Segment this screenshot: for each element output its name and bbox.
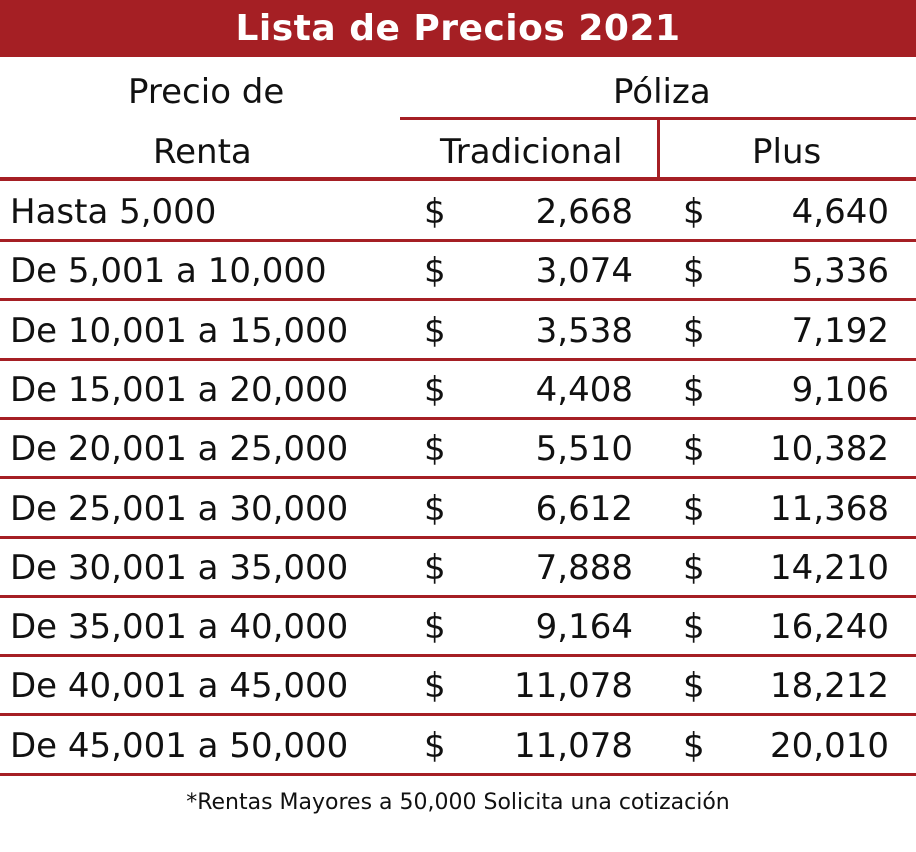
currency-symbol: $ [424,725,446,766]
currency-symbol: $ [424,607,446,648]
rent-range-cell: Hasta 5,000 [10,192,217,232]
currency-symbol: $ [683,251,705,292]
rent-range-cell: De 45,001 a 50,000 [10,725,349,766]
rent-range-cell: De 35,001 a 40,000 [10,607,349,648]
row-divider [0,594,916,598]
tradicional-price-cell: 4,408 [535,369,633,410]
tradicional-price-cell: 6,612 [535,488,633,529]
currency-symbol: $ [424,666,446,707]
header-tradicional: Tradicional [440,132,623,172]
header-bottom-rule [0,177,916,181]
row-divider [0,772,916,776]
rent-range-cell: De 40,001 a 45,000 [10,666,349,707]
tradicional-price-cell: 5,510 [535,429,633,470]
table-row: De 5,001 a 10,000 $3,074 $5,336 [0,243,916,302]
row-divider [0,357,916,361]
plus-price-cell: 14,210 [770,547,889,588]
tradicional-price-cell: 3,074 [535,251,633,292]
row-divider [0,654,916,658]
currency-symbol: $ [424,488,446,529]
plus-price-cell: 16,240 [770,607,889,648]
plus-price-cell: 4,640 [791,192,889,232]
currency-symbol: $ [683,607,705,648]
row-divider [0,476,916,480]
tradicional-price-cell: 11,078 [514,725,633,766]
currency-symbol: $ [424,192,446,232]
plus-price-cell: 20,010 [770,725,889,766]
table-row: De 40,001 a 45,000 $11,078 $18,212 [0,658,916,717]
plus-price-cell: 11,368 [770,488,889,529]
row-divider [0,298,916,302]
plus-price-cell: 5,336 [791,251,889,292]
plus-price-cell: 9,106 [791,369,889,410]
currency-symbol: $ [683,192,705,232]
currency-symbol: $ [683,369,705,410]
row-divider [0,713,916,717]
tradicional-price-cell: 9,164 [535,607,633,648]
header-precio-line1: Precio de [128,72,285,112]
currency-symbol: $ [424,547,446,588]
tradicional-price-cell: 2,668 [535,192,633,232]
table-row: De 30,001 a 35,000 $7,888 $14,210 [0,540,916,598]
title-bar: Lista de Precios 2021 [0,0,916,57]
header-poliza: Póliza [613,72,711,112]
currency-symbol: $ [683,488,705,529]
plus-price-cell: 10,382 [770,429,889,470]
rent-range-cell: De 5,001 a 10,000 [10,251,327,292]
table-row: De 20,001 a 25,000 $5,510 $10,382 [0,421,916,480]
table-row: De 15,001 a 20,000 $4,408 $9,106 [0,362,916,420]
header-poliza-underline [400,117,916,120]
rent-range-cell: De 30,001 a 35,000 [10,547,349,588]
rent-range-cell: De 25,001 a 30,000 [10,488,349,529]
tradicional-price-cell: 7,888 [535,547,633,588]
plus-price-cell: 18,212 [770,666,889,707]
tradicional-price-cell: 3,538 [535,310,633,351]
page-title: Lista de Precios 2021 [235,8,681,49]
footnote: *Rentas Mayores a 50,000 Solicita una co… [186,790,730,815]
currency-symbol: $ [424,251,446,292]
currency-symbol: $ [683,310,705,351]
table-row: Hasta 5,000 $2,668 $4,640 [0,184,916,242]
table-row: De 35,001 a 40,000 $9,164 $16,240 [0,599,916,658]
rent-range-cell: De 15,001 a 20,000 [10,369,349,410]
currency-symbol: $ [424,429,446,470]
currency-symbol: $ [424,369,446,410]
header-plus: Plus [752,132,822,172]
currency-symbol: $ [683,666,705,707]
currency-symbol: $ [683,725,705,766]
table-row: De 45,001 a 50,000 $11,078 $20,010 [0,718,916,776]
row-divider [0,416,916,420]
currency-symbol: $ [683,429,705,470]
header-column-divider [657,119,660,177]
row-divider [0,239,916,242]
currency-symbol: $ [424,310,446,351]
rent-range-cell: De 10,001 a 15,000 [10,310,349,351]
table-row: De 10,001 a 15,000 $3,538 $7,192 [0,303,916,361]
tradicional-price-cell: 11,078 [514,666,633,707]
row-divider [0,535,916,539]
table-row: De 25,001 a 30,000 $6,612 $11,368 [0,481,916,539]
rent-range-cell: De 20,001 a 25,000 [10,429,349,470]
plus-price-cell: 7,192 [791,310,889,351]
currency-symbol: $ [683,547,705,588]
header-precio-line2: Renta [153,132,252,172]
